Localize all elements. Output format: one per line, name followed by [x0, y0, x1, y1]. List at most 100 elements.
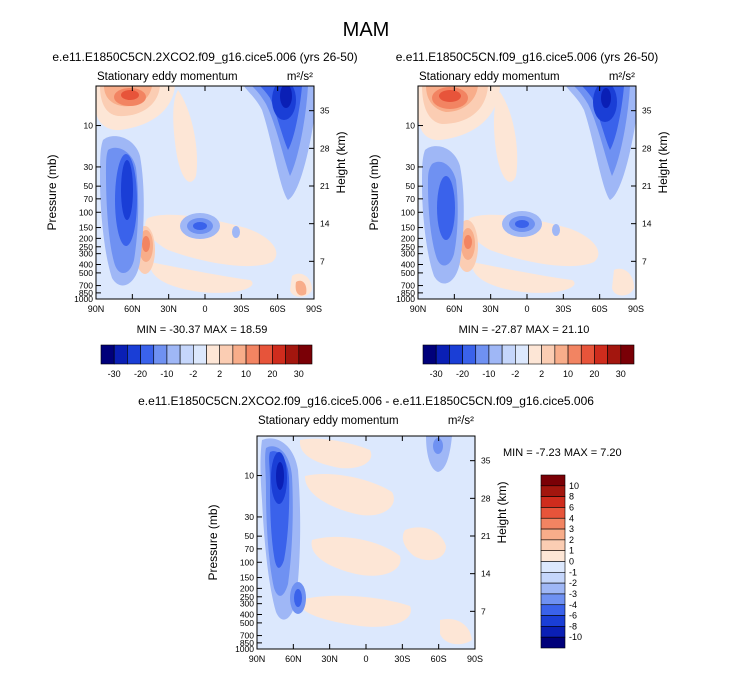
p-tick-label: 250 — [240, 592, 254, 602]
panel-a-left-label: Stationary eddy momentum — [97, 71, 238, 83]
colorbar-swatch — [528, 344, 542, 365]
colorbar-swatch — [140, 344, 155, 365]
panel-a-stats: MIN = -30.37 MAX = 18.59 — [137, 324, 268, 336]
colorbar-label: -20 — [134, 369, 147, 379]
p-tick-label: 10 — [406, 121, 416, 131]
p-tick-label: 400 — [79, 259, 93, 269]
colorbar-label: 30 — [616, 369, 626, 379]
colorbar-diff-label: 0 — [569, 557, 574, 567]
colorbar-diff-swatch — [540, 496, 566, 508]
p-tick-label: 30 — [84, 162, 94, 172]
p-tick-label: 700 — [401, 281, 415, 291]
panel-b: e.e11.E1850C5CN.f09_g16.cice5.006 (yrs 2… — [396, 50, 659, 336]
p-tick-label: 850 — [79, 288, 93, 298]
p-tick-label: 1000 — [396, 294, 415, 304]
x-tick-label: 90S — [628, 304, 644, 314]
colorbar-diff-swatch — [540, 550, 566, 562]
colorbar-diff-swatch — [540, 615, 566, 627]
colorbar-swatch — [100, 344, 115, 365]
colorbar-swatch — [272, 344, 286, 365]
colorbar-diff-swatch — [540, 636, 566, 649]
colorbar-swatch — [475, 344, 490, 365]
p-tick-label: 500 — [401, 268, 415, 278]
colorbar-diff-label: 1 — [569, 546, 574, 556]
p-tick-label: 30 — [245, 512, 255, 522]
colorbar-diff-swatch — [540, 593, 566, 606]
p-tick-label: 150 — [240, 573, 254, 583]
y2-axis-label: Height (km) — [656, 131, 670, 193]
colorbar-swatch — [488, 344, 503, 365]
colorbar-diff-label: 4 — [569, 513, 574, 523]
panel-b-field — [418, 86, 636, 299]
x-tick-label: 90N — [88, 304, 105, 314]
p-tick-label: 1000 — [74, 294, 93, 304]
p-tick-label: 100 — [79, 207, 93, 217]
km-tick-label: 28 — [320, 143, 330, 153]
colorbar-swatch — [245, 344, 260, 365]
x-tick-label: 0 — [524, 304, 529, 314]
km-tick-label: 21 — [642, 181, 652, 191]
km-tick-label: 35 — [642, 106, 652, 116]
colorbar-swatch — [219, 344, 234, 365]
y-axis-label: Pressure (mb) — [45, 154, 59, 230]
panel-b-case-title: e.e11.E1850C5CN.f09_g16.cice5.006 (yrs 2… — [396, 50, 659, 64]
km-tick-label: 7 — [320, 256, 325, 266]
colorbar-swatch — [607, 344, 622, 365]
colorbar-label: -30 — [108, 369, 121, 379]
colorbar-swatch — [193, 344, 207, 365]
colorbar-label: -10 — [160, 369, 173, 379]
colorbar-diff-swatch — [540, 539, 566, 551]
colorbar-diff-label: -1 — [569, 567, 577, 577]
colorbar-diff-swatch — [540, 485, 566, 497]
y2-axis-label: Height (km) — [495, 481, 509, 543]
y-axis-label: Pressure (mb) — [206, 504, 220, 580]
colorbar-swatch — [153, 344, 168, 365]
p-tick-label: 300 — [79, 249, 93, 259]
x-tick-label: 60N — [124, 304, 141, 314]
colorbar-diff-swatch — [540, 474, 566, 487]
x-tick-label: 90N — [249, 654, 266, 664]
page-title: MAM — [343, 19, 390, 41]
p-tick-label: 300 — [240, 599, 254, 609]
colorbar-panel-a: -30 -20 -10 -2 2 10 20 30 — [100, 344, 313, 379]
p-tick-label: 700 — [79, 281, 93, 291]
colorbar-swatch — [580, 344, 595, 365]
panel-diff-left-label: Stationary eddy momentum — [258, 415, 399, 427]
colorbar-label: 20 — [267, 369, 277, 379]
x-tick-label: 0 — [202, 304, 207, 314]
p-tick-label: 200 — [79, 233, 93, 243]
colorbar-swatch — [298, 344, 313, 365]
panel-a-field — [96, 86, 314, 299]
p-tick-label: 400 — [240, 609, 254, 619]
colorbar-diff-label: 6 — [569, 502, 574, 512]
colorbar-label: -2 — [189, 369, 197, 379]
panel-a-case-title: e.e11.E1850C5CN.2XCO2.f09_g16.cice5.006 … — [52, 50, 357, 64]
p-tick-label: 150 — [401, 223, 415, 233]
colorbar-swatch — [232, 344, 247, 365]
panel-diff-case-title: e.e11.E1850C5CN.2XCO2.f09_g16.cice5.006 … — [138, 394, 594, 408]
km-tick-label: 14 — [642, 219, 652, 229]
p-tick-label: 200 — [401, 233, 415, 243]
colorbar-diff-swatch — [540, 517, 566, 530]
colorbar-swatch — [620, 344, 635, 365]
colorbar-diff-label: 3 — [569, 524, 574, 534]
km-tick-label: 21 — [481, 531, 491, 541]
p-tick-label: 500 — [240, 618, 254, 628]
panel-b-stats: MIN = -27.87 MAX = 21.10 — [459, 324, 590, 336]
km-tick-label: 7 — [642, 256, 647, 266]
p-tick-label: 70 — [84, 194, 94, 204]
p-tick-label: 250 — [79, 242, 93, 252]
colorbar-swatch — [554, 344, 569, 365]
colorbar-diff-swatch — [540, 582, 566, 595]
colorbar-label: 30 — [294, 369, 304, 379]
p-tick-label: 100 — [240, 557, 254, 567]
colorbar-diff-label: -10 — [569, 632, 582, 642]
colorbar-swatch — [422, 344, 437, 365]
axes-panel-a: 90N 60N 30N 0 30S 60S 90S103050701001502002503… — [45, 86, 348, 314]
colorbar-swatch — [113, 344, 128, 365]
x-tick-label: 90S — [467, 654, 483, 664]
colorbar-panel-b: -30 -20 -10 -2 2 10 20 30 — [422, 344, 635, 379]
y2-axis-label: Height (km) — [334, 131, 348, 193]
p-tick-label: 300 — [401, 249, 415, 259]
colorbar-swatch — [166, 344, 181, 365]
